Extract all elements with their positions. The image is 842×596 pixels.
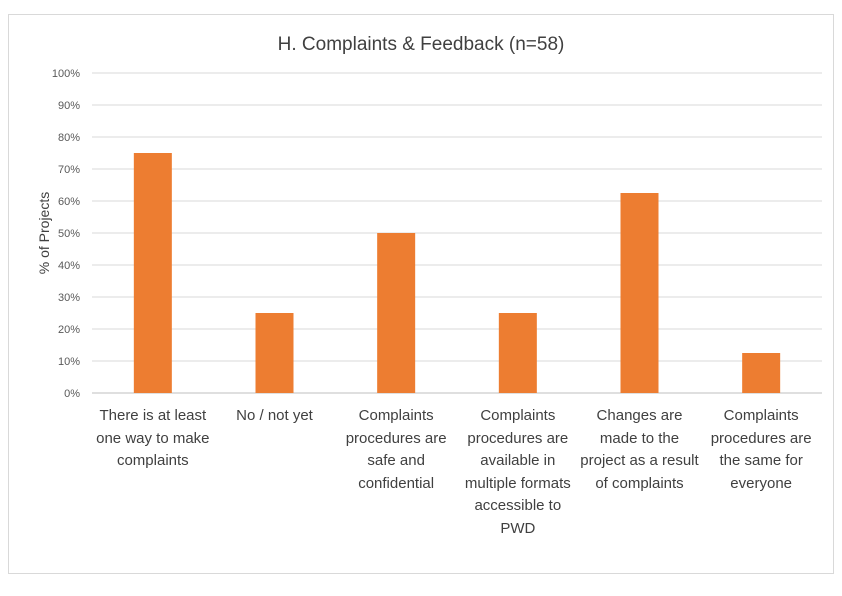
y-tick-label: 30% (58, 292, 80, 304)
y-tick-label: 0% (64, 388, 80, 400)
y-tick-label: 50% (58, 228, 80, 240)
y-tick-label: 10% (58, 356, 80, 368)
bar (133, 153, 172, 393)
y-tick-label: 70% (58, 164, 80, 176)
y-tick-label: 60% (58, 196, 80, 208)
y-tick-label: 80% (58, 132, 80, 144)
chart-title: H. Complaints & Feedback (n=58) (277, 34, 565, 55)
bar (742, 353, 781, 393)
y-tick-label: 90% (58, 100, 80, 112)
x-category-label: Complaints procedures are the same for e… (710, 407, 812, 492)
x-category-label: There is at least one way to make compla… (96, 407, 210, 469)
bar (498, 313, 537, 393)
bar (620, 193, 659, 393)
bar (255, 313, 294, 393)
x-category-label: Complaints procedures are available in m… (464, 407, 571, 537)
x-category-label: Changes are made to the project as a res… (580, 407, 699, 492)
y-tick-label: 100% (52, 68, 80, 80)
y-tick-label: 20% (58, 324, 80, 336)
x-category-label: No / not yet (236, 407, 313, 424)
bar (377, 233, 416, 393)
x-category-label: Complaints procedures are safe and confi… (345, 407, 447, 492)
y-axis-title: % of Projects (36, 191, 52, 275)
y-tick-label: 40% (58, 260, 80, 272)
